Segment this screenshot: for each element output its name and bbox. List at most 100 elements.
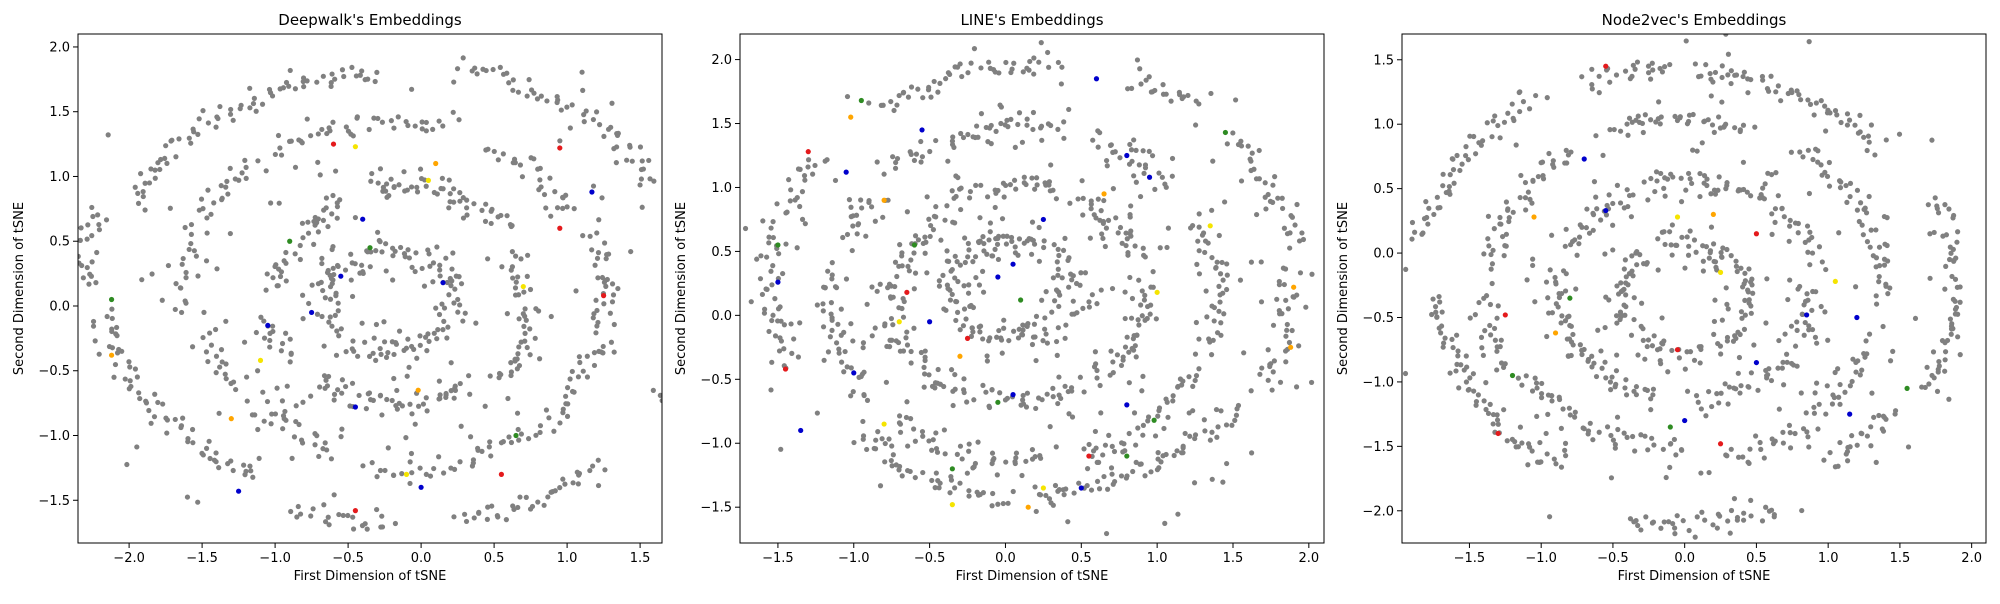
embedding-point — [1471, 388, 1477, 394]
embedding-point — [349, 380, 356, 386]
embedding-point — [1426, 205, 1432, 211]
embedding-point — [1488, 332, 1494, 338]
embedding-point — [1538, 395, 1545, 401]
embedding-point — [330, 119, 336, 125]
embedding-point — [1873, 301, 1880, 307]
embedding-point — [609, 100, 615, 106]
embedding-point — [1078, 270, 1084, 276]
embedding-point — [1837, 401, 1843, 407]
embedding-point — [436, 396, 442, 402]
embedding-point — [1216, 308, 1222, 314]
embedding-point — [1143, 77, 1149, 83]
embedding-point — [611, 321, 617, 328]
embedding-point — [1218, 408, 1224, 414]
embedding-point — [854, 231, 860, 237]
embedding-point — [999, 350, 1005, 356]
embedding-point — [405, 122, 411, 129]
embedding-point — [877, 483, 884, 489]
highlighted-point — [1854, 314, 1860, 321]
embedding-point — [1748, 513, 1754, 519]
embedding-point — [575, 481, 581, 487]
embedding-point — [228, 380, 234, 387]
embedding-point — [242, 472, 248, 478]
embedding-point — [462, 511, 468, 517]
embedding-point — [1476, 299, 1482, 306]
embedding-point — [498, 371, 504, 378]
embedding-point — [391, 184, 397, 190]
embedding-point — [531, 156, 537, 162]
embedding-point — [138, 171, 144, 177]
embedding-point — [278, 348, 284, 354]
embedding-point — [1131, 137, 1137, 143]
embedding-point — [1832, 369, 1838, 376]
y-tick-label: −1.0 — [700, 437, 732, 452]
embedding-point — [403, 345, 410, 351]
embedding-point — [615, 285, 621, 292]
embedding-point — [1826, 159, 1832, 166]
embedding-point — [414, 355, 420, 361]
embedding-point — [1527, 196, 1533, 202]
embedding-point — [564, 385, 571, 391]
embedding-point — [297, 511, 304, 517]
embedding-point — [1095, 196, 1101, 202]
embedding-point — [1069, 277, 1075, 283]
embedding-point — [1054, 352, 1060, 358]
embedding-point — [1547, 514, 1553, 520]
embedding-point — [532, 335, 538, 341]
embedding-point — [1641, 179, 1647, 185]
embedding-point — [1539, 380, 1545, 387]
embedding-point — [1483, 406, 1489, 413]
embedding-point — [1457, 167, 1463, 174]
embedding-point — [985, 194, 991, 200]
embedding-point — [544, 98, 550, 104]
embedding-point — [79, 262, 85, 269]
embedding-point — [1857, 112, 1863, 118]
embedding-point — [1122, 448, 1128, 454]
embedding-point — [1614, 283, 1620, 289]
highlighted-point — [1674, 347, 1681, 353]
embedding-point — [1553, 301, 1559, 307]
embedding-point — [850, 389, 856, 395]
embedding-point — [489, 503, 495, 509]
embedding-point — [1813, 289, 1819, 295]
embedding-point — [827, 334, 833, 340]
embedding-point — [471, 515, 477, 521]
embedding-point — [584, 374, 591, 380]
embedding-point — [1026, 236, 1032, 242]
embedding-point — [950, 134, 956, 140]
embedding-point — [1042, 326, 1048, 332]
embedding-point — [1800, 426, 1807, 432]
embedding-point — [1787, 217, 1793, 224]
embedding-point — [309, 282, 315, 288]
embedding-point — [912, 438, 918, 444]
embedding-point — [485, 256, 491, 262]
embedding-point — [319, 260, 325, 267]
embedding-point — [1186, 374, 1192, 380]
highlighted-point — [1207, 223, 1213, 229]
embedding-point — [1294, 292, 1300, 298]
embedding-point — [183, 275, 189, 281]
embedding-point — [1629, 433, 1636, 440]
embedding-point — [389, 339, 395, 345]
embedding-point — [1008, 116, 1014, 122]
embedding-point — [829, 315, 835, 321]
embedding-point — [1653, 119, 1659, 125]
embedding-point — [255, 158, 261, 164]
embedding-point — [228, 106, 234, 113]
embedding-point — [1109, 285, 1116, 292]
embedding-point — [374, 506, 380, 513]
embedding-point — [93, 280, 99, 286]
embedding-point — [1532, 299, 1538, 305]
embedding-point — [1044, 391, 1050, 397]
embedding-point — [1004, 233, 1010, 239]
embedding-point — [1760, 77, 1766, 83]
embedding-point — [414, 189, 421, 195]
embedding-point — [1267, 198, 1274, 204]
embedding-point — [557, 485, 563, 491]
embedding-point — [957, 327, 963, 333]
embedding-point — [1051, 242, 1057, 248]
embedding-point — [1056, 252, 1062, 259]
embedding-point — [924, 194, 930, 200]
embedding-point — [953, 298, 959, 305]
embedding-point — [1568, 149, 1574, 155]
